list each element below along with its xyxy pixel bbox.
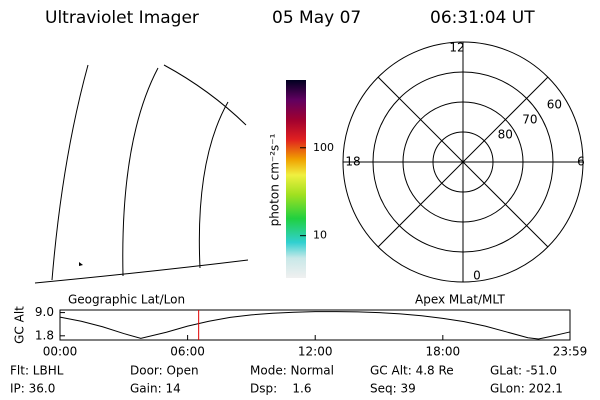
mlat-label: 80 [498, 128, 513, 142]
info-field: Flt: LBHL [10, 364, 64, 378]
polar-diagonal [377, 76, 549, 248]
info-field: Mode: Normal [250, 364, 334, 378]
geographic-map [34, 64, 249, 284]
info-field: GLat: -51.0 [490, 364, 557, 378]
y-axis-label: GC Alt [13, 306, 27, 344]
time: 06:31:04 UT [430, 8, 535, 28]
x-tick-label: 00:00 [43, 345, 78, 359]
colorbar-tick-label: 10 [313, 229, 327, 242]
polar-label: Apex MLat/MLT [415, 293, 505, 307]
x-tick-label: 23:59 [553, 345, 588, 359]
info-field: Door: Open [130, 364, 199, 378]
geo-label: Geographic Lat/Lon [68, 293, 185, 307]
mlt-label: 0 [473, 269, 481, 283]
mlat-label: 70 [522, 113, 537, 127]
altitude-line [59, 311, 571, 340]
colorbar-tick-label: 100 [313, 141, 334, 154]
mlt-label: 6 [577, 155, 585, 169]
info-field: GLon: 202.1 [490, 382, 563, 396]
info-field: Seq: 39 [370, 382, 416, 396]
info-field: Gain: 14 [130, 382, 181, 396]
date: 05 May 07 [272, 8, 361, 28]
colorbar [286, 80, 306, 278]
title: Ultraviolet Imager [45, 8, 199, 28]
mlt-label: 18 [345, 155, 360, 169]
mlt-label: 12 [449, 41, 464, 55]
mlat-circle [432, 131, 494, 193]
y-tick-label: 9.0 [35, 305, 54, 319]
mlat-circle [372, 71, 554, 253]
info-field: GC Alt: 4.8 Re [370, 364, 454, 378]
info-field: Dsp: 1.6 [250, 382, 312, 396]
x-tick-label: 18:00 [426, 345, 461, 359]
info-field: IP: 36.0 [10, 382, 55, 396]
mlat-label: 60 [547, 98, 562, 112]
mlat-circle [402, 101, 524, 223]
y-tick-label: 1.8 [35, 328, 54, 342]
x-tick-label: 12:00 [298, 345, 333, 359]
x-tick-label: 06:00 [170, 345, 205, 359]
colorbar-label: photon cm⁻²s⁻¹ [268, 133, 282, 226]
